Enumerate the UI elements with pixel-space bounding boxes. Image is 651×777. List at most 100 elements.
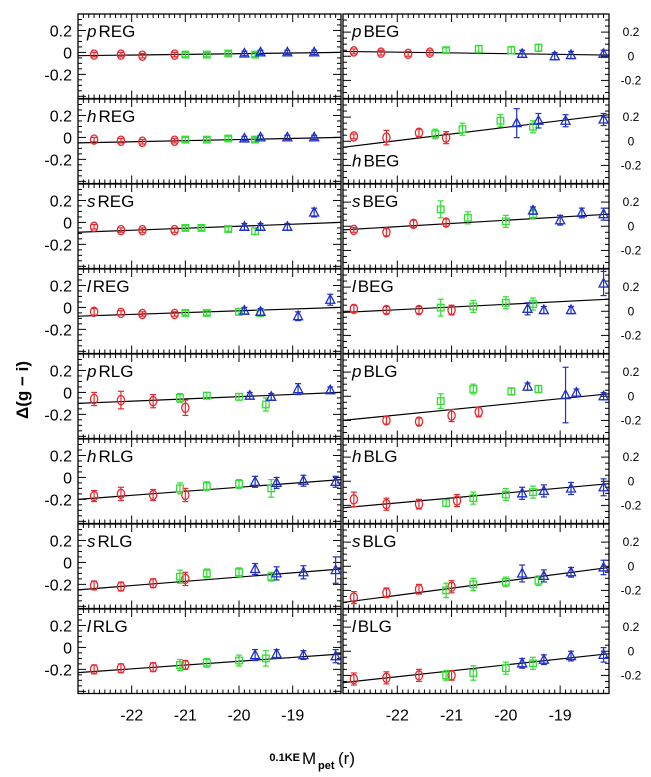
triangle-point: [521, 302, 534, 316]
square-point: [442, 46, 451, 55]
triangle-point: [254, 46, 267, 57]
square-point: [235, 654, 243, 667]
square-point: [496, 114, 505, 128]
panel-label: s RLG: [87, 532, 132, 551]
circle-point: [89, 664, 99, 675]
triangle-point: [271, 476, 283, 489]
square-point: [267, 479, 276, 498]
triangle-point: [597, 270, 610, 297]
square-point: [534, 43, 543, 53]
square-point: [501, 214, 510, 229]
y-tick-label: 0.2: [50, 618, 72, 635]
triangle-point: [297, 648, 310, 661]
triangle-point: [576, 206, 588, 219]
panel-label: l RLG: [87, 617, 128, 636]
triangle-point: [532, 112, 545, 129]
fit-line: [77, 221, 342, 233]
panel-label: h RLG: [87, 447, 133, 466]
square-point: [469, 299, 478, 314]
triangle-point: [565, 649, 577, 662]
circle-point: [349, 224, 359, 236]
y-tick-label: 0.2: [50, 363, 72, 380]
square-point: [507, 45, 516, 55]
square-point: [202, 391, 211, 400]
circle-point: [170, 308, 179, 320]
panel-label: p RLG: [86, 362, 133, 381]
y-tick-label: 0: [63, 130, 72, 147]
circle-point: [148, 488, 158, 502]
y-tick-label: 0: [63, 640, 72, 657]
square-point: [474, 44, 483, 54]
y-tick-label: -0.2: [44, 237, 72, 254]
y-tick-label: -0.2: [621, 158, 642, 172]
square-point: [176, 569, 184, 584]
panel-hREG: 0.2 0 -0.2 h REG: [44, 98, 342, 185]
panel-pBEG: 0.2 0 -0.2 p BEG: [342, 13, 642, 100]
circle-point: [414, 498, 424, 510]
circle-point: [170, 224, 179, 236]
circle-point: [116, 486, 126, 502]
circle-point: [116, 135, 126, 146]
square-point: [181, 308, 190, 317]
circle-point: [148, 578, 158, 589]
x-axis-title-suffix: (r): [338, 749, 355, 768]
circle-point: [89, 306, 99, 318]
x-axis-title-prefix: 0.1KE: [269, 752, 300, 764]
circle-point: [414, 668, 424, 683]
x-tick-label: -22: [386, 708, 409, 725]
panel-label: l BEG: [352, 277, 394, 296]
circle-point: [89, 489, 99, 503]
y-tick-label: 0.2: [623, 25, 640, 39]
y-tick-label: -0.2: [44, 67, 72, 84]
y-tick-label: -0.2: [621, 668, 642, 682]
circle-point: [89, 134, 99, 145]
y-tick-label: 0.2: [623, 110, 640, 124]
triangle-point: [538, 303, 550, 315]
y-tick-label: -0.2: [621, 73, 642, 87]
square-point: [529, 485, 537, 499]
circle-point: [138, 50, 147, 61]
y-tick-label: 0: [628, 304, 635, 318]
square-point: [501, 576, 510, 588]
circle-point: [441, 130, 451, 145]
triangle-point: [324, 383, 336, 395]
panel-frame: [342, 98, 610, 185]
triangle-point: [549, 49, 561, 61]
circle-point: [441, 217, 451, 228]
square-point: [436, 298, 445, 317]
circle-point: [382, 227, 391, 238]
triangle-point: [559, 114, 572, 128]
triangle-point: [538, 484, 550, 498]
circle-point: [414, 304, 424, 316]
square-point: [224, 225, 233, 233]
y-tick-label: 0: [63, 300, 72, 317]
triangle-point: [249, 648, 261, 662]
square-point: [235, 392, 243, 401]
triangle-point: [516, 47, 528, 59]
triangle-point: [597, 389, 610, 401]
y-tick-label: 0.2: [623, 195, 640, 209]
circle-point: [349, 590, 359, 605]
y-axis-title-text: Δ(g − i): [13, 361, 32, 419]
square-point: [224, 49, 233, 58]
x-tick-label: -21: [440, 708, 463, 725]
triangle-point: [249, 562, 261, 576]
square-point: [224, 134, 233, 143]
square-point: [534, 575, 543, 587]
triangle-point: [308, 131, 320, 142]
square-point: [197, 223, 206, 232]
y-tick-label: 0.2: [50, 23, 72, 40]
triangle-point: [511, 108, 523, 139]
triangle-point: [538, 569, 550, 583]
square-point: [529, 656, 537, 670]
circle-point: [414, 416, 424, 427]
square-point: [442, 582, 451, 599]
triangle-point: [308, 206, 320, 218]
y-tick-label: 0: [63, 555, 72, 572]
fit-line: [342, 653, 610, 684]
panel-lRLG: 0.2 0 -0.2 l RLG: [44, 608, 342, 695]
triangle-point: [238, 304, 250, 315]
square-point: [202, 135, 211, 144]
panel-pREG: 0.2 0 -0.2 p REG: [44, 13, 342, 100]
